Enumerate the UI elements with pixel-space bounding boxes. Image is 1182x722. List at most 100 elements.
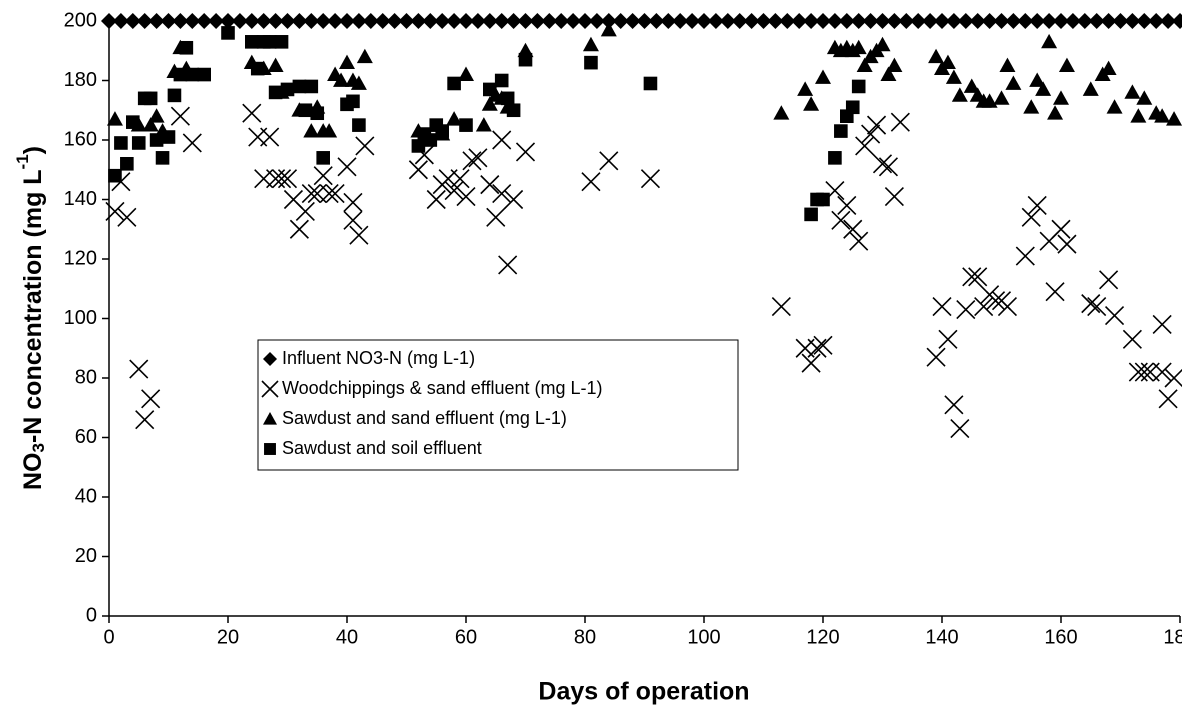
square-marker xyxy=(304,79,319,94)
diamond-marker xyxy=(1124,13,1141,29)
diamond-marker xyxy=(922,13,939,29)
square-marker xyxy=(155,151,170,165)
x-marker xyxy=(277,169,298,189)
triangle-marker xyxy=(981,93,998,108)
diamond-marker xyxy=(267,13,284,29)
triangle-marker xyxy=(1023,99,1040,114)
x-marker xyxy=(599,151,619,171)
diamond-marker xyxy=(672,13,689,29)
diamond-marker xyxy=(386,13,403,29)
triangle-marker xyxy=(1005,75,1022,90)
y-title-sup: -1 xyxy=(13,154,32,169)
triangle-marker xyxy=(1154,108,1171,123)
diamond-marker xyxy=(838,13,855,29)
diamond-marker xyxy=(184,13,201,29)
y-title-sub: 3 xyxy=(29,443,48,452)
diamond-marker xyxy=(196,13,213,29)
diamond-marker xyxy=(398,13,415,29)
square-marker xyxy=(264,443,276,455)
x-marker xyxy=(408,160,428,180)
x-marker xyxy=(1099,270,1119,290)
x-tick-label: 60 xyxy=(455,626,477,648)
diamond-marker xyxy=(112,13,129,29)
square-marker xyxy=(274,35,289,49)
x-marker xyxy=(974,297,994,317)
square-marker xyxy=(250,61,265,76)
x-marker xyxy=(492,183,512,204)
x-marker xyxy=(1164,368,1182,388)
diamond-marker xyxy=(1148,13,1165,29)
triangle-marker xyxy=(339,54,355,70)
square-marker xyxy=(816,192,830,207)
diamond-marker xyxy=(362,13,379,29)
x-marker xyxy=(801,353,821,373)
x-marker xyxy=(1057,234,1077,254)
square-marker xyxy=(179,40,194,55)
x-marker xyxy=(1021,207,1041,227)
x-tick-label: 0 xyxy=(103,626,114,648)
diamond-marker xyxy=(1041,13,1058,29)
x-marker xyxy=(813,335,833,355)
triangle-marker xyxy=(803,96,820,111)
x-marker xyxy=(968,267,988,287)
diamond-marker xyxy=(791,13,808,29)
x-marker xyxy=(1134,362,1154,382)
diamond-marker xyxy=(755,13,772,29)
diamond-marker xyxy=(1005,13,1022,29)
triangle-marker xyxy=(1047,105,1064,120)
x-tick-label: 80 xyxy=(574,626,596,648)
x-marker xyxy=(486,207,506,227)
triangle-marker xyxy=(350,75,367,90)
x-marker xyxy=(1051,219,1071,239)
diamond-marker xyxy=(696,13,712,29)
diamond-marker xyxy=(1029,13,1046,29)
triangle-marker xyxy=(1029,72,1046,87)
triangle-marker xyxy=(1106,99,1123,114)
diamond-marker xyxy=(529,13,546,29)
x-marker xyxy=(1122,329,1142,349)
diamond-marker xyxy=(327,13,344,29)
diamond-marker xyxy=(410,13,427,29)
diamond-marker xyxy=(101,13,117,29)
diamond-marker xyxy=(1136,13,1153,29)
diamond-marker xyxy=(636,13,653,29)
x-marker xyxy=(581,172,601,192)
x-tick-label: 120 xyxy=(806,626,839,648)
diamond-marker xyxy=(279,13,296,29)
triangle-marker xyxy=(1136,90,1153,105)
x-marker xyxy=(962,267,982,287)
diamond-marker xyxy=(588,13,605,29)
diamond-marker xyxy=(541,13,558,29)
triangle-marker xyxy=(886,57,903,73)
diamond-marker xyxy=(874,13,891,29)
legend-label: Sawdust and sand effluent (mg L-1) xyxy=(282,408,567,428)
y-tick-label: 20 xyxy=(75,545,97,567)
triangle-marker xyxy=(1053,90,1069,105)
square-marker xyxy=(143,91,158,106)
diamond-marker xyxy=(124,13,141,29)
x-marker xyxy=(1087,297,1107,317)
x-marker xyxy=(515,142,536,162)
y-tick-label: 80 xyxy=(75,366,97,388)
y-axis-title: NO3-N concentration (mg L-1) xyxy=(13,146,48,490)
diamond-marker xyxy=(505,13,522,29)
x-marker xyxy=(462,151,482,171)
diamond-marker xyxy=(303,13,320,29)
diamond-marker xyxy=(339,13,355,29)
diamond-marker xyxy=(136,13,153,29)
diamond-marker xyxy=(1017,13,1034,29)
triangle-marker xyxy=(1058,57,1075,73)
x-marker xyxy=(289,219,309,239)
square-marker xyxy=(185,67,200,82)
square-marker xyxy=(500,91,515,106)
diamond-marker xyxy=(481,13,498,29)
x-marker xyxy=(985,291,1006,311)
square-marker xyxy=(268,85,283,100)
y-tick-label: 120 xyxy=(64,247,97,269)
legend-label: Sawdust and soil effluent xyxy=(282,438,482,458)
diamond-marker xyxy=(263,352,277,366)
y-tick-label: 200 xyxy=(64,9,97,31)
diamond-marker xyxy=(1076,13,1093,29)
diamond-marker xyxy=(815,13,831,29)
x-marker xyxy=(260,127,280,147)
